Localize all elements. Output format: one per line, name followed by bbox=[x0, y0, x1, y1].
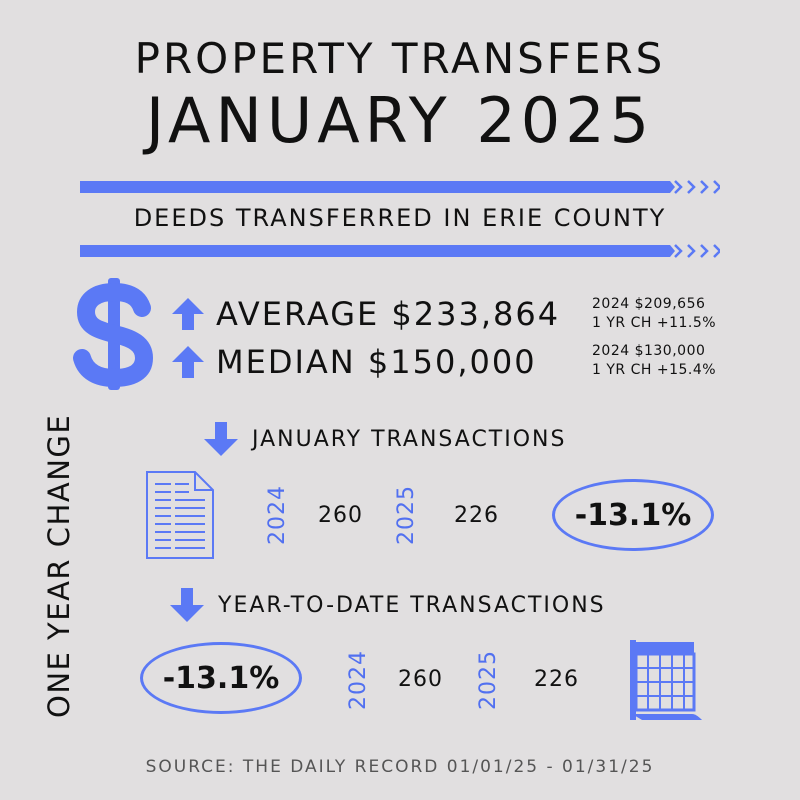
january-value-2024: 260 bbox=[318, 503, 363, 528]
arrow-down-icon bbox=[170, 588, 204, 622]
january-title: JANUARY TRANSACTIONS bbox=[252, 426, 567, 452]
page-title-line2: JANUARY 2025 bbox=[145, 84, 655, 157]
january-change-value: -13.1% bbox=[574, 497, 692, 533]
arrow-up-icon bbox=[172, 298, 204, 330]
ytd-change-value: -13.1% bbox=[162, 660, 280, 696]
average-price-row: AVERAGE $233,864 bbox=[172, 294, 560, 334]
january-year-2024: 2024 bbox=[265, 485, 290, 545]
median-prior-year: 2024 $130,000 bbox=[592, 343, 706, 359]
ytd-year-2025: 2025 bbox=[476, 650, 501, 710]
median-price-row: MEDIAN $150,000 bbox=[172, 342, 537, 382]
median-price-label: MEDIAN $150,000 bbox=[216, 343, 537, 381]
ytd-change-badge: -13.1% bbox=[140, 642, 302, 714]
ytd-header: YEAR-TO-DATE TRANSACTIONS bbox=[170, 588, 606, 622]
page-title-line1: PROPERTY TRANSFERS bbox=[134, 34, 666, 83]
january-year-2025: 2025 bbox=[394, 485, 419, 545]
decorative-band-bottom bbox=[80, 242, 720, 260]
source-note: SOURCE: THE DAILY RECORD 01/01/25 - 01/3… bbox=[145, 757, 655, 777]
document-icon bbox=[145, 470, 215, 564]
january-change-badge: -13.1% bbox=[552, 479, 714, 551]
ytd-title: YEAR-TO-DATE TRANSACTIONS bbox=[218, 592, 606, 618]
ytd-value-2025: 226 bbox=[534, 667, 579, 692]
median-comparison: 2024 $130,000 1 YR CH +15.4% bbox=[592, 342, 716, 380]
ytd-value-2024: 260 bbox=[398, 667, 443, 692]
average-price-label: AVERAGE $233,864 bbox=[216, 295, 561, 333]
arrow-down-icon bbox=[204, 422, 238, 456]
calendar-icon bbox=[622, 638, 706, 726]
one-year-change-label: ONE YEAR CHANGE bbox=[42, 413, 76, 718]
average-comparison: 2024 $209,656 1 YR CH +11.5% bbox=[592, 295, 716, 333]
arrow-up-icon bbox=[172, 346, 204, 378]
dollar-sign-icon bbox=[72, 278, 156, 390]
subtitle: DEEDS TRANSFERRED IN ERIE COUNTY bbox=[133, 204, 667, 232]
average-change: 1 YR CH +11.5% bbox=[592, 315, 717, 331]
median-change: 1 YR CH +15.4% bbox=[592, 362, 717, 378]
january-header: JANUARY TRANSACTIONS bbox=[204, 422, 566, 456]
january-value-2025: 226 bbox=[454, 503, 499, 528]
ytd-year-2024: 2024 bbox=[346, 650, 371, 710]
decorative-band-top bbox=[80, 178, 720, 196]
average-prior-year: 2024 $209,656 bbox=[592, 296, 706, 312]
